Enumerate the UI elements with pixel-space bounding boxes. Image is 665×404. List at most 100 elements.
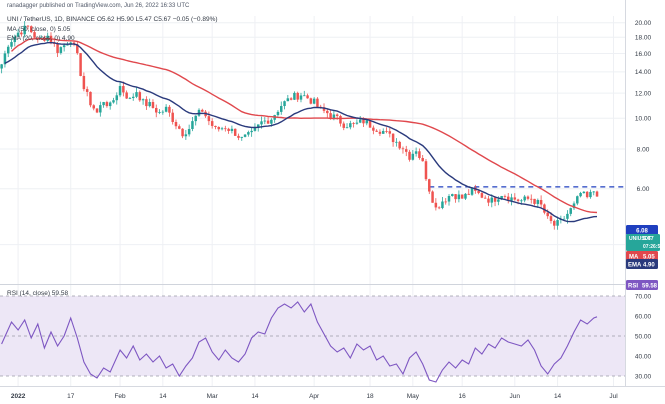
candle-body <box>585 191 589 198</box>
candle-body <box>237 135 240 138</box>
candle-body <box>76 44 79 54</box>
candle-body <box>99 105 102 113</box>
rsi-tick-label: 50.00 <box>635 333 652 340</box>
candle-body <box>391 133 395 143</box>
candle-body <box>56 43 59 53</box>
ema-tag-value: 4.90 <box>643 263 655 269</box>
candle-body <box>26 25 30 27</box>
candle-body <box>309 98 313 104</box>
ema-tag-bg <box>626 259 658 269</box>
candle-body <box>181 128 184 137</box>
candle-body <box>539 200 543 205</box>
candle-body <box>256 124 260 128</box>
candle-body <box>388 131 392 134</box>
ema-legend[interactable]: EMA (20, close, 0) 4.90 <box>7 35 75 42</box>
candle-body <box>85 89 89 92</box>
ema-tag-name: EMA <box>628 263 642 269</box>
candle-body <box>444 201 447 203</box>
candle-body <box>112 100 115 103</box>
candle-body <box>506 196 510 201</box>
candle-body <box>33 32 36 38</box>
candle-body <box>131 96 135 98</box>
candle-body <box>161 111 165 113</box>
candle-body <box>191 121 194 130</box>
price-tag-symbol: UNIUSDT <box>629 236 651 242</box>
candle-body <box>365 120 369 124</box>
candle-body <box>562 218 566 220</box>
candle-body <box>332 114 336 119</box>
candle-body <box>59 47 63 53</box>
ma-legend[interactable]: MA (50, close, 0) 5.05 <box>7 26 71 33</box>
candle-body <box>592 191 595 193</box>
candle-body <box>451 194 454 197</box>
candle-body <box>546 212 549 217</box>
candle-body <box>556 220 559 226</box>
candle-body <box>187 129 191 135</box>
candle-body <box>122 86 125 93</box>
candle-body <box>270 119 273 124</box>
candle-body <box>358 119 362 123</box>
candle-body <box>335 114 339 117</box>
candle-body <box>280 106 283 112</box>
candle-body <box>16 32 20 37</box>
level-tag-bg <box>626 225 658 235</box>
candle-body <box>92 105 95 109</box>
candle-body <box>595 191 599 197</box>
candle-body <box>135 92 138 97</box>
candle-body <box>30 26 33 33</box>
ma-tag-value: 5.05 <box>643 255 655 261</box>
candle-body <box>250 130 253 133</box>
rsi-tick-label: 60.00 <box>635 313 652 320</box>
candle-body <box>155 107 158 113</box>
candle-body <box>493 197 497 202</box>
price-tick-label: 12.00 <box>635 90 652 97</box>
candle-body <box>260 121 263 125</box>
candle-body <box>503 196 507 197</box>
time-tick-label: 16 <box>459 393 467 400</box>
price-tag-value: 5.67 <box>643 236 654 242</box>
candle-body <box>276 111 280 116</box>
candle-body <box>490 197 494 203</box>
candle-body <box>424 161 428 180</box>
candle-body <box>95 108 99 113</box>
price-tag-bg <box>626 234 660 251</box>
rsi-tag: RSI 59.58 <box>626 280 658 290</box>
candle-body <box>513 197 517 200</box>
candle-body <box>434 202 438 208</box>
rsi-tag-bg <box>626 280 658 290</box>
candle-body <box>115 95 119 101</box>
candle-body <box>125 92 128 99</box>
candle-body <box>428 179 431 192</box>
candle-body <box>362 119 365 124</box>
candle-body <box>263 120 267 122</box>
candle-body <box>322 107 326 111</box>
candle-body <box>418 151 421 159</box>
candle-body <box>227 128 230 132</box>
candle-body <box>39 37 43 39</box>
candle-body <box>20 32 23 35</box>
candle-body <box>372 127 375 131</box>
candle-body <box>36 37 40 39</box>
candle-body <box>247 132 250 135</box>
candle-body <box>497 199 500 202</box>
candle-body <box>158 112 161 113</box>
ma-tag-bg <box>626 251 658 261</box>
ema-tag: EMA 4.90 <box>626 259 658 269</box>
price-tick-label: 16.00 <box>635 51 652 58</box>
candle-body <box>411 153 415 160</box>
rsi-line <box>1 301 598 383</box>
rsi-legend[interactable]: RSI (14, close) 59.58 <box>7 290 68 297</box>
level-tag-text: 6.08 <box>636 229 648 235</box>
candle-body <box>480 193 484 198</box>
candle-body <box>266 120 270 124</box>
time-tick-label: 18 <box>366 393 374 400</box>
candle-body <box>566 213 569 219</box>
candle-body <box>576 196 579 204</box>
time-tick-label: 14 <box>159 393 167 400</box>
time-tick-label: May <box>407 393 420 400</box>
candle-body <box>253 127 257 131</box>
candle-body <box>210 121 214 126</box>
candle-body <box>207 116 211 122</box>
candle-body <box>378 131 382 134</box>
